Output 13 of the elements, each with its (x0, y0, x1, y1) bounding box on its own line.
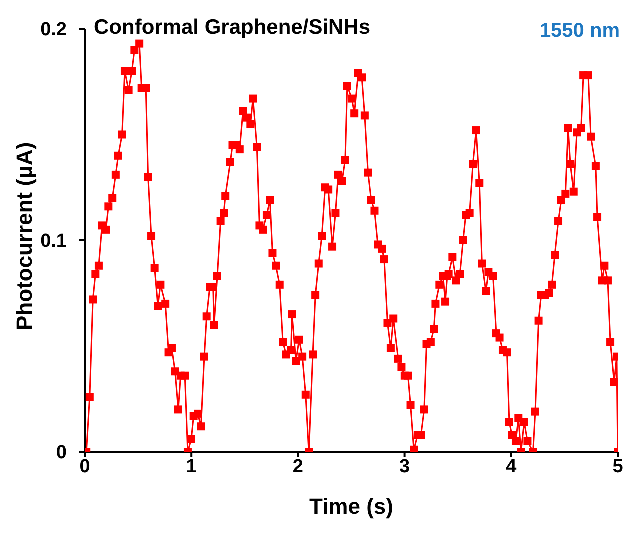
y-tick-label: 0.2 (40, 20, 67, 41)
x-tick-label: 2 (292, 456, 304, 478)
x-tick-label: 1 (186, 456, 198, 478)
x-tick-label: 3 (400, 456, 410, 478)
x-tick-label: 5 (612, 456, 624, 478)
y-tick-label: 0.1 (40, 231, 68, 252)
y-axis-title: Photocurrent (μA) (12, 142, 37, 330)
x-tick-label: 4 (506, 456, 518, 478)
x-axis-title: Time (s) (310, 494, 394, 519)
chart-title: Conformal Graphene/SiNHs (94, 16, 371, 40)
x-tick-label: 0 (80, 456, 90, 478)
annotation: 1550 nm (540, 20, 620, 43)
y-tick-label: 0 (56, 442, 67, 464)
